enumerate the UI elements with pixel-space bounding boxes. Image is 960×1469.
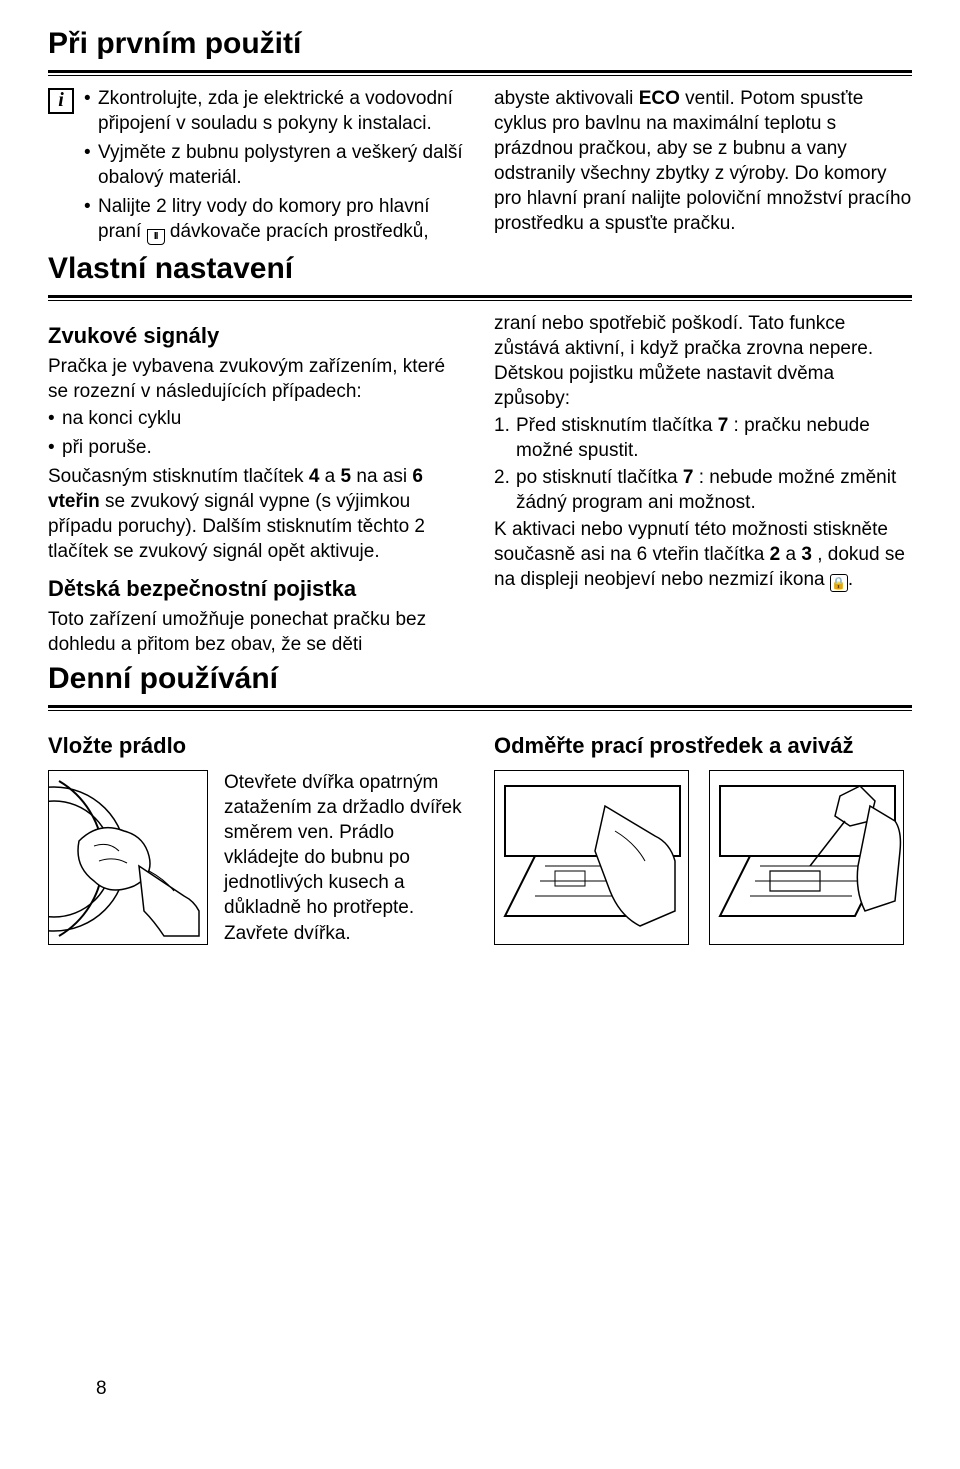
list-item: Zkontrolujte, zda je elektrické a vodovo… xyxy=(84,86,466,136)
subheading-sound-signals: Zvukové signály xyxy=(48,321,466,350)
text: . xyxy=(848,569,853,590)
bold-text: ECO xyxy=(639,88,680,109)
sound-signal-list: na konci cyklu při poruše. xyxy=(48,406,466,460)
divider xyxy=(48,70,912,76)
subheading-insert-laundry: Vložte prádlo xyxy=(48,731,466,760)
paragraph: Toto zařízení umožňuje ponechat pračku b… xyxy=(48,607,466,657)
text: na asi xyxy=(351,466,412,487)
list-item: Nalijte 2 litry vody do komory pro hlavn… xyxy=(84,194,466,245)
section1-right-col: abyste aktivovali ECO ventil. Potom spus… xyxy=(494,86,912,249)
text: ventil. Potom spusťte cyklus pro bavlnu … xyxy=(494,88,911,234)
section1-left-col: i Zkontrolujte, zda je elektrické a vodo… xyxy=(48,86,466,249)
section3-right-col: Odměřte prací prostředek a aviváž xyxy=(494,721,912,946)
section1-bullet-list: Zkontrolujte, zda je elektrické a vodovo… xyxy=(84,86,466,249)
illustration-pour-detergent xyxy=(709,770,904,945)
paragraph: zraní nebo spotřebič poškodí. Tato funkc… xyxy=(494,311,912,411)
subheading-child-lock: Dětská bezpečnostní pojistka xyxy=(48,574,466,603)
paragraph: abyste aktivovali ECO ventil. Potom spus… xyxy=(494,86,912,236)
list-item: 2. po stisknutí tlačítka 7 : nebude možn… xyxy=(494,465,912,515)
bold-text: 7 xyxy=(683,467,694,488)
lock-icon: 🔒 xyxy=(830,574,848,592)
text: se zvukový signál vypne (s výjimkou příp… xyxy=(48,491,425,562)
info-icon: i xyxy=(48,88,74,114)
bold-text: 4 xyxy=(309,466,320,487)
section-heading-daily-use: Denní používání xyxy=(48,659,912,699)
subheading-measure-detergent: Odměřte prací prostředek a aviváž xyxy=(494,731,912,760)
paragraph: Pračka je vybavena zvukovým zařízením, k… xyxy=(48,354,466,404)
paragraph: Současným stisknutím tlačítek 4 a 5 na a… xyxy=(48,464,466,564)
bold-text: 7 xyxy=(718,415,729,436)
bold-text: 3 xyxy=(801,544,812,565)
list-item: 1. Před stisknutím tlačítka 7 : pračku n… xyxy=(494,413,912,463)
section2-left-col: Zvukové signály Pračka je vybavena zvuko… xyxy=(48,311,466,660)
section-heading-settings: Vlastní nastavení xyxy=(48,249,912,289)
list-item: na konci cyklu xyxy=(48,406,466,431)
text: po stisknutí tlačítka xyxy=(516,467,683,488)
list-number: 1. xyxy=(494,413,510,438)
paragraph: K aktivaci nebo vypnutí této možnosti st… xyxy=(494,517,912,592)
divider xyxy=(48,295,912,301)
text: a xyxy=(780,544,801,565)
section3-left-col: Vložte prádlo Otevřete dvířka opatrným z… xyxy=(48,721,466,946)
page-number: 8 xyxy=(96,1376,107,1401)
section-heading-first-use: Při prvním použití xyxy=(48,24,912,64)
text: a xyxy=(319,466,340,487)
detergent-compartment-icon: II xyxy=(147,229,165,245)
section2-columns: Zvukové signály Pračka je vybavena zvuko… xyxy=(48,311,912,660)
text: dávkovače pracích prostředků, xyxy=(165,221,429,242)
list-number: 2. xyxy=(494,465,510,490)
bold-text: 5 xyxy=(341,466,352,487)
section1-columns: i Zkontrolujte, zda je elektrické a vodo… xyxy=(48,86,912,249)
divider xyxy=(48,705,912,711)
text: Současným stisknutím tlačítek xyxy=(48,466,309,487)
section2-right-col: zraní nebo spotřebič poškodí. Tato funkc… xyxy=(494,311,912,660)
illustration-open-drawer xyxy=(494,770,689,945)
bold-text: 2 xyxy=(770,544,781,565)
list-item: Vyjměte z bubnu polystyren a veškerý dal… xyxy=(84,140,466,190)
section3-columns: Vložte prádlo Otevřete dvířka opatrným z… xyxy=(48,721,912,946)
illustration-text: Otevřete dvířka opatrným zatažením za dr… xyxy=(224,770,466,946)
illustration-load-laundry xyxy=(48,770,208,945)
text: Před stisknutím tlačítka xyxy=(516,415,718,436)
child-lock-steps: 1. Před stisknutím tlačítka 7 : pračku n… xyxy=(494,413,912,515)
list-item: při poruše. xyxy=(48,435,466,460)
text: abyste aktivovali xyxy=(494,88,639,109)
